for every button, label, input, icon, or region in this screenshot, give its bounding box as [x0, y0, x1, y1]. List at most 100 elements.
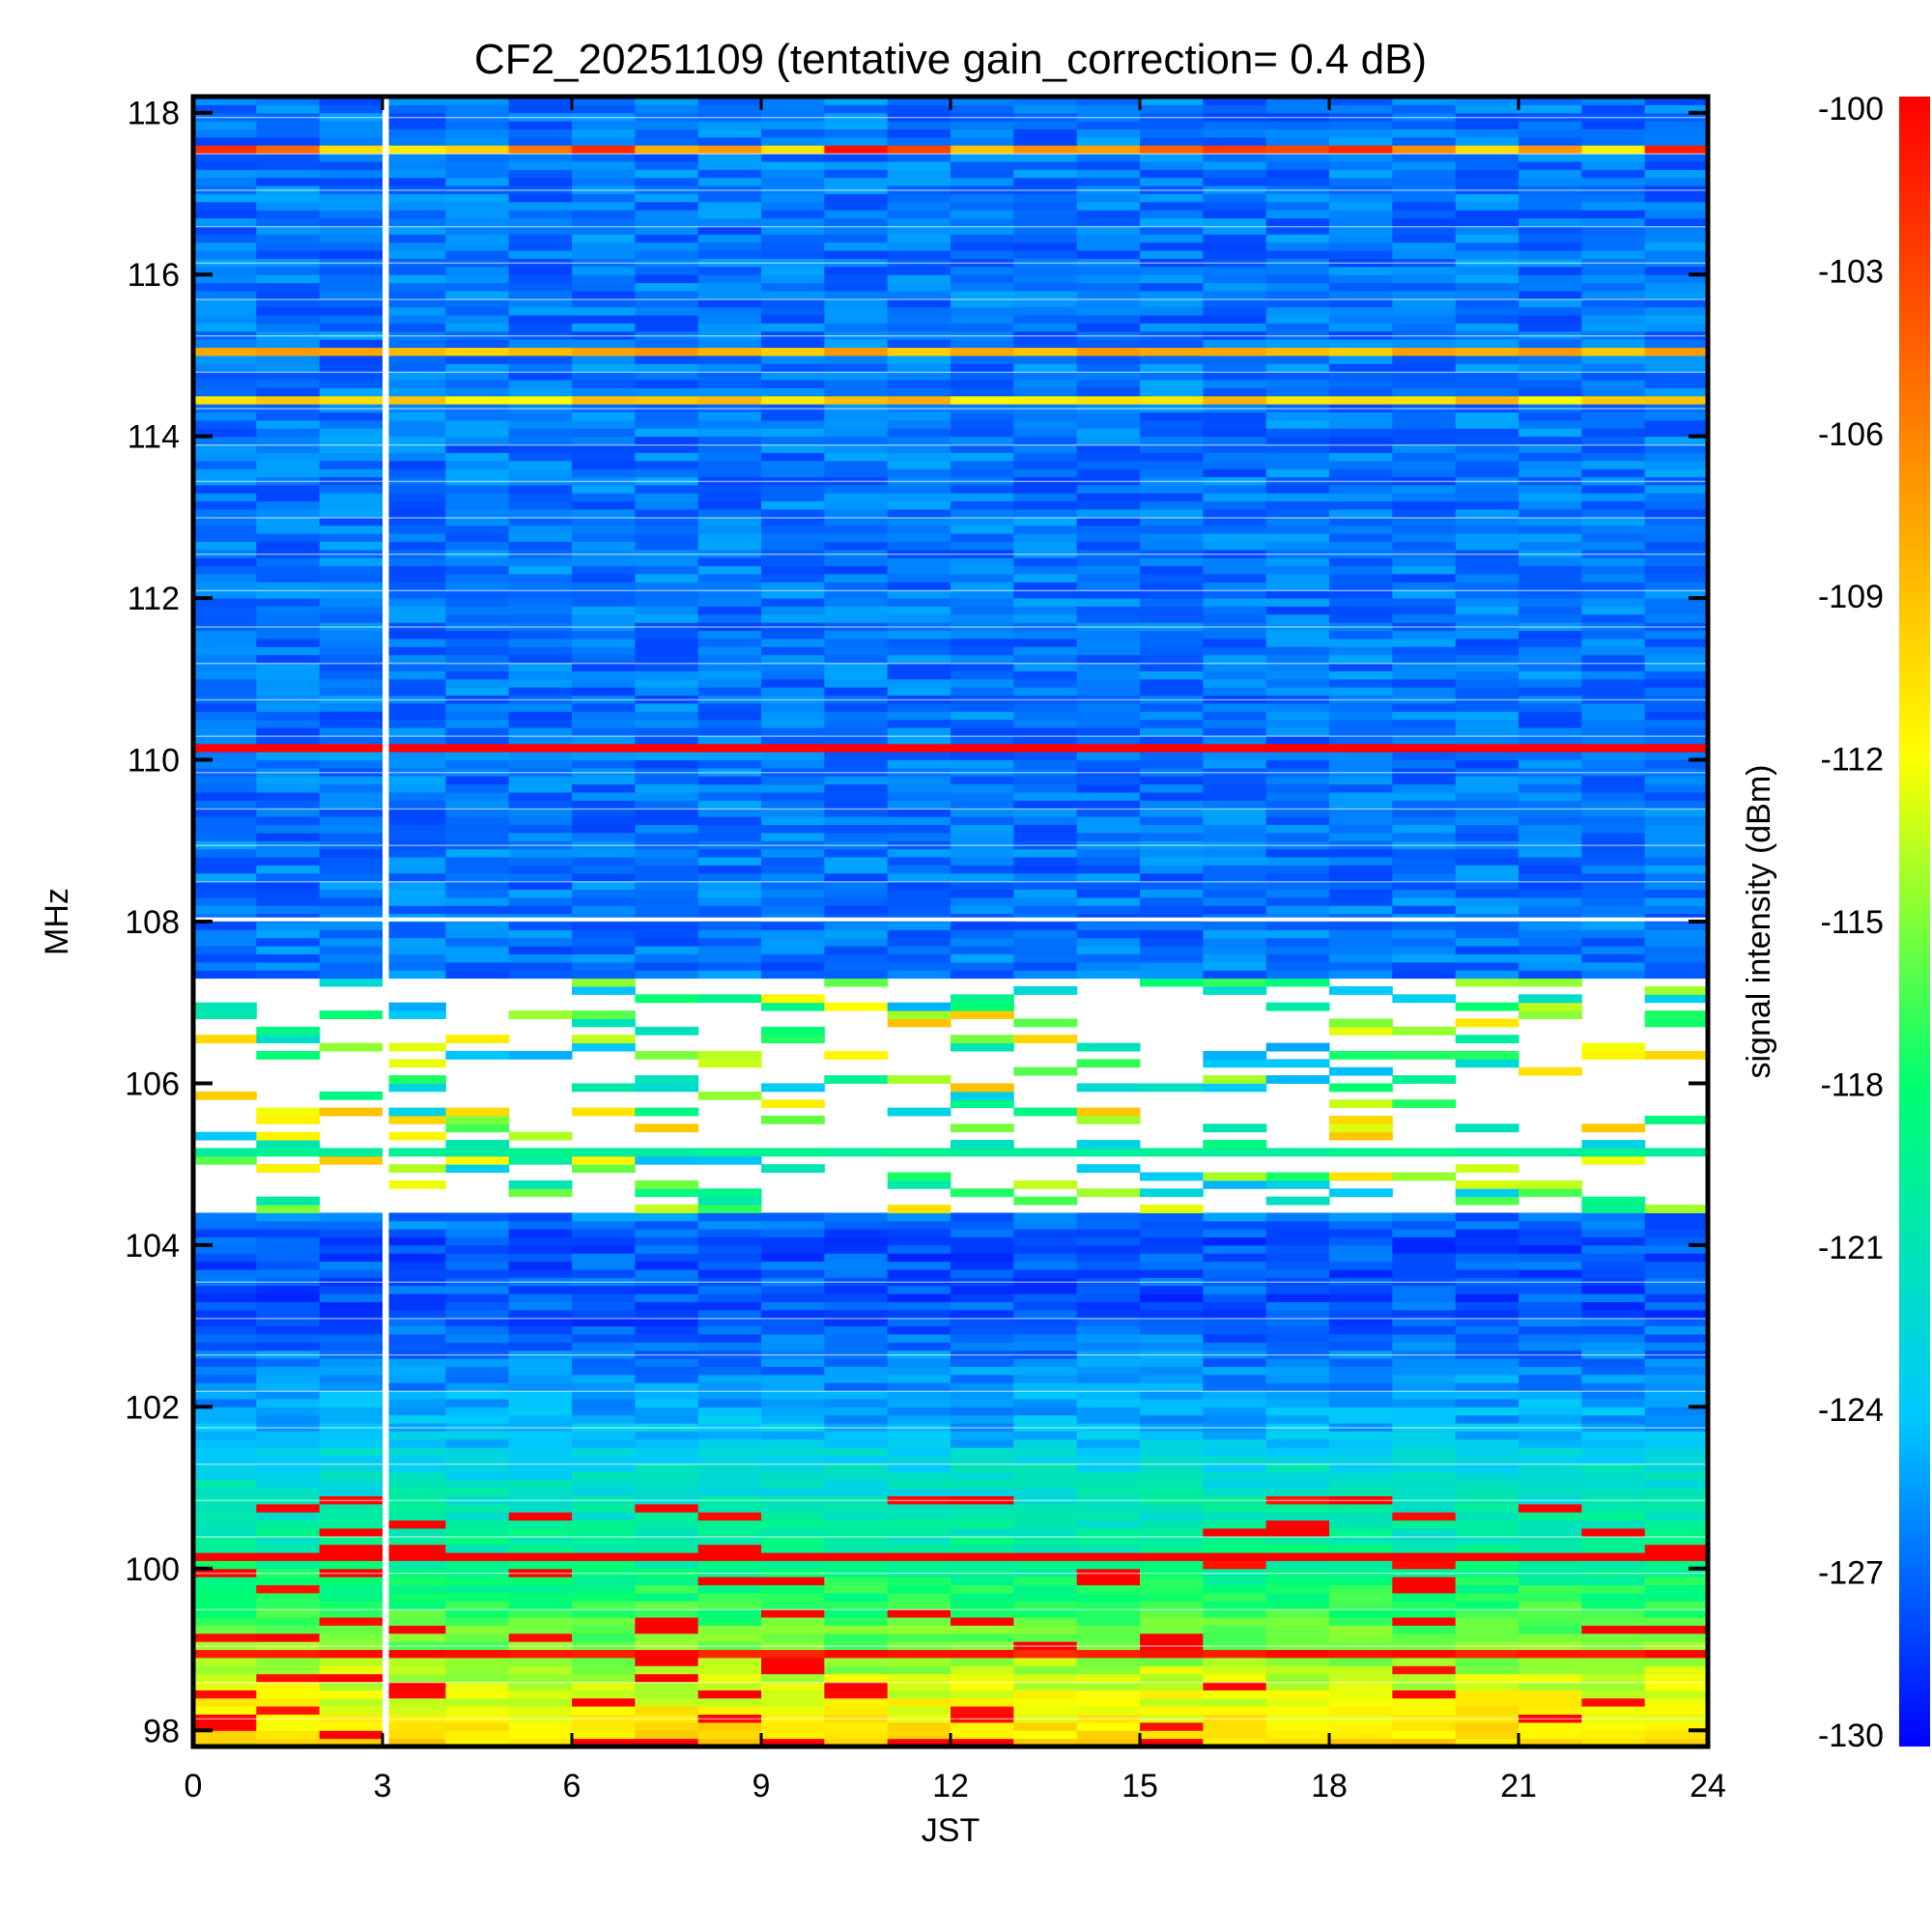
heatmap-cell	[572, 339, 636, 349]
heatmap-cell	[383, 371, 446, 381]
heatmap-cell	[635, 1463, 699, 1472]
heatmap-cell	[1203, 970, 1267, 980]
heatmap-cell	[508, 242, 573, 251]
heatmap-cell	[1265, 711, 1330, 721]
heatmap-cell	[1140, 1318, 1204, 1327]
heatmap-cell	[1644, 896, 1708, 906]
heatmap-cell	[1519, 525, 1582, 534]
heatmap-cell	[1519, 1479, 1582, 1489]
heatmap-cell	[887, 145, 952, 155]
heatmap-cell	[887, 1673, 952, 1683]
heatmap-cell	[508, 128, 573, 138]
heatmap-cell	[1329, 1220, 1393, 1230]
heatmap-cell	[1076, 1285, 1141, 1294]
heatmap-cell	[1581, 1447, 1646, 1457]
heatmap-cell	[1392, 201, 1457, 211]
heatmap-cell	[951, 848, 1014, 858]
heatmap-cell	[256, 97, 321, 105]
heatmap-cell	[445, 1471, 510, 1481]
heatmap-cell	[1013, 702, 1078, 712]
heatmap-cell	[383, 1479, 446, 1489]
heatmap-cell	[508, 1608, 573, 1618]
heatmap-cell	[1013, 1512, 1078, 1521]
heatmap-cell	[1203, 1325, 1267, 1335]
heatmap-cell	[1581, 1601, 1646, 1610]
heatmap-cell	[1581, 1382, 1646, 1392]
heatmap-cell	[761, 153, 825, 162]
heatmap-cell	[824, 1552, 889, 1561]
heatmap-cell	[256, 582, 321, 591]
heatmap-cell	[635, 1738, 699, 1747]
heatmap-cell	[1329, 225, 1393, 235]
heatmap-cell	[383, 735, 446, 745]
heatmap-cell	[1644, 1536, 1708, 1546]
heatmap-cell	[1644, 428, 1708, 438]
heatmap-cell	[1519, 153, 1582, 162]
heatmap-cell	[635, 160, 699, 170]
heatmap-cell	[572, 315, 636, 324]
heatmap-cell	[824, 1075, 889, 1084]
heatmap-cell	[256, 905, 321, 915]
heatmap-cell	[887, 1244, 952, 1254]
heatmap-cell	[1644, 638, 1708, 647]
heatmap-cell	[761, 896, 825, 906]
heatmap-cell	[1455, 1479, 1520, 1489]
heatmap-cell	[1076, 436, 1141, 445]
heatmap-cell	[697, 250, 762, 259]
heatmap-cell	[1203, 1706, 1267, 1716]
heatmap-cell	[508, 792, 573, 801]
heatmap-cell	[635, 1721, 699, 1731]
heatmap-cell	[1265, 1706, 1330, 1716]
heatmap-cell	[824, 193, 889, 203]
heatmap-cell	[508, 517, 573, 526]
heatmap-cell	[1392, 1463, 1457, 1472]
heatmap-cell	[445, 961, 510, 971]
heatmap-cell	[1076, 541, 1141, 551]
heatmap-cell	[319, 160, 384, 170]
heatmap-cell	[1140, 1205, 1204, 1213]
heatmap-cell	[887, 654, 952, 664]
heatmap-cell	[1519, 1406, 1582, 1416]
heatmap-cell	[1519, 412, 1582, 421]
heatmap-cell	[508, 500, 573, 510]
heatmap-cell	[1455, 752, 1520, 761]
heatmap-cell	[887, 589, 952, 599]
heatmap-cell	[1644, 104, 1708, 114]
heatmap-cell	[635, 1179, 699, 1189]
heatmap-cell	[1329, 832, 1393, 841]
heatmap-cell	[319, 298, 384, 308]
heatmap-cell	[1076, 1512, 1141, 1521]
heatmap-cell	[1581, 1205, 1646, 1213]
heatmap-cell	[697, 1374, 762, 1383]
channel-gap-line	[193, 808, 1708, 810]
heatmap-cell	[635, 136, 699, 146]
heatmap-cell	[572, 663, 636, 671]
heatmap-cell	[635, 719, 699, 728]
heatmap-cell	[1392, 598, 1457, 607]
heatmap-cell	[508, 1665, 573, 1675]
heatmap-cell	[1140, 1617, 1204, 1626]
heatmap-cell	[951, 759, 1014, 769]
heatmap-cell	[1392, 1236, 1457, 1246]
heatmap-cell	[1265, 970, 1330, 980]
heatmap-cell	[1203, 1617, 1267, 1626]
heatmap-cell	[824, 1342, 889, 1351]
heatmap-cell	[383, 1657, 446, 1666]
heatmap-cell	[1013, 1455, 1078, 1464]
heatmap-cell	[1329, 1577, 1393, 1586]
heatmap-cell	[1329, 1301, 1393, 1311]
heatmap-cell	[508, 1050, 573, 1060]
heatmap-cell	[1203, 857, 1267, 866]
heatmap-cell	[1013, 1682, 1078, 1690]
heatmap-cell	[1140, 872, 1204, 882]
heatmap-cell	[1519, 355, 1582, 364]
heatmap-cell	[1644, 290, 1708, 299]
heatmap-cell	[1581, 1398, 1646, 1407]
heatmap-cell	[1392, 493, 1457, 502]
heatmap-cell	[319, 282, 384, 292]
heatmap-cell	[445, 1738, 510, 1747]
heatmap-cell	[1265, 201, 1330, 211]
heatmap-cell	[697, 1244, 762, 1254]
heatmap-cell	[1265, 371, 1330, 381]
heatmap-cell	[1392, 759, 1457, 769]
